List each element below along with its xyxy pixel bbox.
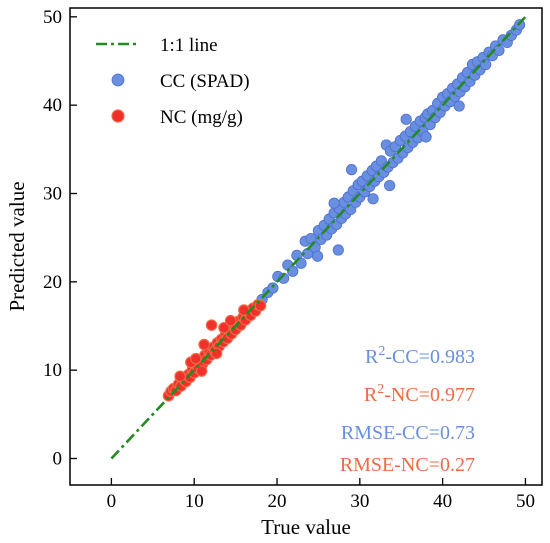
one-to-one-line (110, 15, 527, 460)
x-tick-label: 50 (516, 491, 535, 512)
y-tick-label: 50 (43, 7, 62, 28)
nc-point (198, 338, 210, 351)
metric-r2-nc-r: R (364, 384, 378, 406)
x-tick-label: 10 (185, 491, 204, 512)
y-tick-label: 20 (43, 272, 62, 293)
legend-label-one-to-one: 1:1 line (160, 35, 218, 56)
metric-rmse-nc: RMSE-NC=0.27 (340, 454, 475, 476)
cc-point (384, 179, 396, 192)
nc-point (224, 314, 237, 327)
legend-swatch-cc (111, 73, 125, 87)
x-tick-label: 0 (107, 491, 117, 512)
metric-r2-nc: R2-NC=0.977 (364, 382, 475, 406)
metric-r2-nc-sup: 2 (377, 382, 384, 397)
x-axis-title: True value (261, 515, 351, 539)
cc-point (345, 164, 358, 176)
legend: 1:1 line CC (SPAD) NC (mg/g) (96, 35, 250, 128)
metric-r2-cc-sup: 2 (378, 344, 385, 359)
cc-point (400, 113, 412, 125)
metric-r2-cc-value: -CC=0.983 (385, 346, 475, 368)
metric-r2-cc: R2-CC=0.983 (365, 344, 475, 368)
x-tick-label: 40 (433, 491, 452, 512)
legend-label-nc: NC (mg/g) (160, 107, 243, 128)
nc-point (174, 370, 186, 383)
nc-point (218, 321, 230, 334)
cc-point (420, 131, 432, 143)
cc-point (287, 265, 299, 277)
y-tick-label: 30 (43, 184, 62, 205)
cc-point (453, 100, 465, 112)
x-tick-label: 20 (268, 491, 287, 512)
metric-r2-cc-r: R (365, 346, 379, 368)
nc-point (190, 352, 202, 365)
y-tick-label: 40 (43, 95, 62, 116)
y-tick-label: 0 (53, 449, 63, 470)
legend-swatch-nc (111, 109, 125, 123)
cc-point (480, 58, 492, 71)
cc-point (328, 197, 340, 209)
cc-point (311, 250, 324, 262)
cc-point (367, 193, 379, 205)
ticks-layer: 0 10 20 30 40 50 0 10 20 30 40 50 (43, 7, 535, 512)
nc-point (195, 365, 208, 377)
y-axis-title: Predicted value (5, 181, 29, 311)
cc-point (267, 282, 279, 294)
x-tick-label: 30 (350, 491, 369, 512)
legend-label-cc: CC (SPAD) (160, 71, 250, 92)
nc-point (205, 319, 218, 331)
metric-r2-nc-value: -NC=0.977 (384, 384, 475, 406)
y-tick-label: 10 (43, 360, 62, 381)
plot-frame (69, 7, 543, 486)
metrics-block: R2-CC=0.983 R2-NC=0.977 RMSE-CC=0.73 RMS… (340, 344, 475, 476)
cc-point (332, 244, 344, 256)
metric-rmse-cc: RMSE-CC=0.73 (341, 422, 475, 444)
